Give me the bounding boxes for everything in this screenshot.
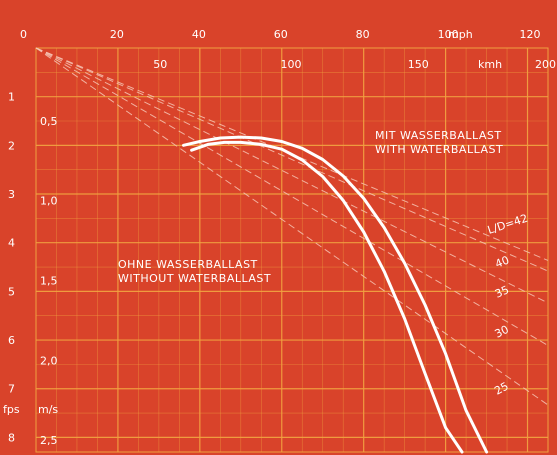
fps-tick-label: 5	[8, 285, 15, 298]
mph-tick-label: 20	[110, 28, 124, 41]
with-ballast-label-en: WITH WATERBALLAST	[375, 143, 503, 156]
without-ballast-label-de: OHNE WASSERBALLAST	[118, 258, 258, 271]
glide-ratio-label-30: 30	[493, 323, 511, 341]
polar-curves	[182, 135, 489, 454]
glide-ratio-label-35: 35	[493, 283, 511, 301]
fps-unit-label: fps	[3, 403, 20, 416]
kmh-tick-label: 150	[408, 58, 429, 71]
fps-tick-label: 7	[8, 383, 15, 396]
kmh-tick-label: 100	[281, 58, 302, 71]
ms-tick-label: 1,0	[40, 195, 58, 208]
ms-tick-label: 0,5	[40, 115, 58, 128]
mph-tick-label: 0	[20, 28, 27, 41]
mph-tick-label: 40	[192, 28, 206, 41]
glide-ratio-line-40	[35, 47, 549, 272]
tick-labels: 0 20 40 60 80 100 120 50 100 150 200 1 2 3 4 5 6 7 8 0,5 1,0…	[8, 28, 556, 447]
glide-ratio-line-35	[35, 47, 549, 304]
without-ballast-label-en: WITHOUT WATERBALLAST	[118, 272, 271, 285]
grid-layer	[35, 47, 549, 453]
mph-tick-label: 100	[438, 28, 459, 41]
fps-tick-label: 2	[8, 139, 15, 152]
ms-tick-label: 2,0	[40, 354, 58, 367]
fps-tick-label: 4	[8, 237, 15, 250]
polar-curve-without-ballast	[190, 140, 464, 454]
mph-tick-label: 120	[520, 28, 541, 41]
mph-unit-label: mph	[448, 28, 473, 41]
kmh-tick-label: 50	[153, 58, 167, 71]
glide-ratio-line-25	[35, 47, 549, 406]
with-ballast-label-de: MIT WASSERBALLAST	[375, 129, 502, 142]
plot-frame	[35, 47, 549, 453]
glide-ratio-label-25: 25	[492, 380, 510, 398]
glide-ratio-lines: L/D=42 40 35 30 25	[35, 47, 549, 406]
ms-tick-label: 2,5	[40, 434, 58, 447]
ms-tick-label: 1,5	[40, 275, 58, 288]
mph-tick-label: 80	[356, 28, 370, 41]
fps-tick-label: 6	[8, 334, 15, 347]
kmh-tick-label: 200	[535, 58, 556, 71]
fps-tick-label: 1	[8, 91, 15, 104]
mph-tick-label: 60	[274, 28, 288, 41]
glide-ratio-line-30	[35, 47, 549, 346]
kmh-unit-label: kmh	[478, 58, 502, 71]
glide-ratio-label-40: 40	[493, 253, 511, 270]
glide-ratio-label-42: L/D=42	[486, 212, 530, 237]
polar-curve-with-ballast	[182, 135, 489, 454]
ms-unit-label: m/s	[38, 403, 58, 416]
fps-tick-label: 8	[8, 431, 15, 444]
fps-tick-label: 3	[8, 188, 15, 201]
